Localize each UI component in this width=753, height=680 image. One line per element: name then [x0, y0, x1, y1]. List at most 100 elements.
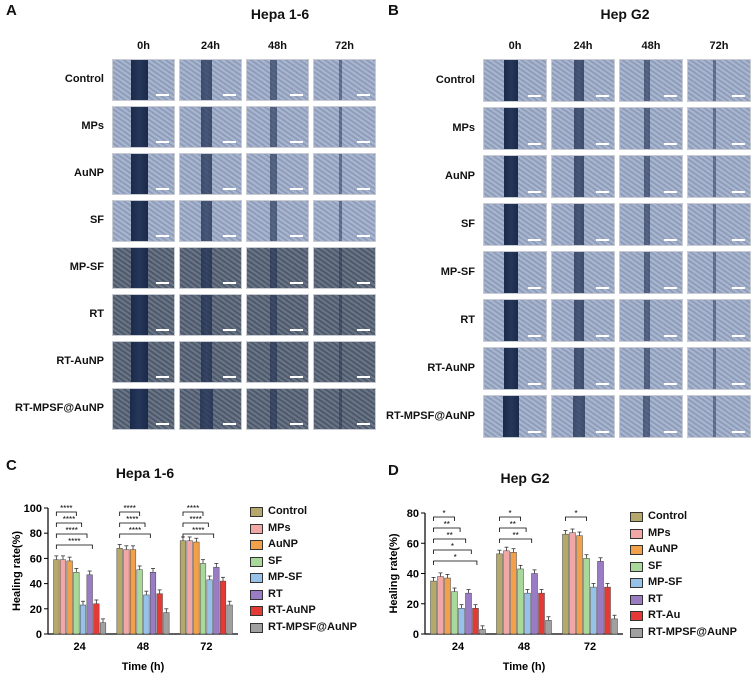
scratch-gap	[643, 300, 651, 341]
scale-bar	[528, 287, 541, 289]
scratch-micrograph	[313, 388, 376, 430]
scratch-micrograph	[112, 200, 175, 242]
scratch-gap	[713, 300, 717, 341]
scale-bar	[732, 431, 745, 433]
legend-swatch	[630, 578, 643, 588]
significance-bracket	[433, 560, 478, 565]
scale-bar	[156, 141, 169, 143]
scratch-gap	[269, 248, 278, 288]
scratch-micrograph	[483, 107, 547, 150]
scratch-gap	[643, 204, 651, 245]
bar	[611, 618, 618, 635]
scale-bar	[664, 191, 677, 193]
scratch-micrograph	[551, 395, 615, 438]
group-label: MPs	[452, 121, 475, 134]
x-tick-label: 24	[452, 641, 465, 653]
group-label: RT-AuNP	[427, 361, 475, 374]
scratch-gap	[573, 252, 585, 293]
scratch-gap	[338, 107, 342, 147]
legend-swatch	[630, 561, 643, 572]
group-label: RT-MPSF@AuNP	[15, 402, 104, 414]
scratch-gap	[131, 107, 148, 147]
bar	[524, 592, 531, 635]
scratch-gap	[643, 396, 651, 437]
x-tick-label: 24	[74, 641, 87, 653]
x-tick-label: 48	[518, 641, 530, 653]
scale-bar	[223, 235, 236, 237]
group-label: MP-SF	[69, 261, 104, 273]
legend-swatch	[630, 528, 643, 539]
scratch-gap	[269, 342, 278, 382]
scratch-micrograph	[112, 247, 175, 289]
scratch-micrograph	[112, 106, 175, 148]
scratch-gap	[643, 108, 651, 149]
scratch-micrograph	[687, 203, 751, 246]
scratch-gap	[338, 201, 342, 241]
bar	[531, 573, 538, 635]
scale-bar	[357, 141, 370, 143]
legend-label: MPs	[268, 521, 291, 534]
legend-label: RT	[648, 592, 663, 605]
y-axis-label: Healing rate(%)	[11, 531, 23, 611]
legend-swatch	[250, 606, 263, 616]
bar	[479, 629, 486, 635]
significance-label: ****	[123, 504, 135, 513]
bar	[79, 604, 87, 635]
bar	[219, 580, 227, 635]
group-label: RT-MPSF@AuNP	[386, 409, 475, 422]
bar	[472, 608, 479, 635]
legend-swatch	[250, 589, 263, 600]
scratch-micrograph	[619, 251, 683, 294]
scratch-micrograph	[551, 59, 615, 102]
scratch-gap	[200, 342, 213, 382]
scale-bar	[357, 282, 370, 284]
scratch-gap	[503, 300, 519, 341]
scale-bar	[290, 141, 303, 143]
scale-bar	[664, 431, 677, 433]
bar	[123, 549, 130, 635]
scratch-micrograph	[551, 107, 615, 150]
scratch-gap	[643, 60, 651, 101]
scratch-micrograph	[112, 341, 175, 383]
bar	[206, 579, 213, 635]
scratch-gap	[199, 389, 213, 429]
legend-swatch	[250, 540, 263, 550]
y-tick-label: 80	[30, 528, 42, 540]
group-label: MPs	[81, 120, 104, 132]
scale-bar	[156, 188, 169, 190]
scale-bar	[156, 94, 169, 96]
scratch-gap	[269, 107, 278, 147]
scratch-micrograph	[179, 59, 242, 101]
significance-bracket	[119, 522, 146, 527]
scratch-gap	[713, 108, 717, 149]
legend-label: Control	[648, 510, 688, 522]
scratch-gap	[713, 252, 717, 293]
bar	[538, 592, 545, 635]
scale-bar	[732, 287, 745, 289]
significance-label: ****	[187, 504, 199, 513]
bar	[73, 572, 80, 635]
bar	[199, 563, 207, 635]
legend-label: RT	[268, 587, 283, 600]
scratch-micrograph	[112, 294, 175, 336]
scratch-gap	[713, 60, 717, 101]
significance-label: *	[574, 509, 577, 518]
scale-bar	[357, 423, 370, 425]
scratch-gap	[338, 60, 342, 100]
scratch-gap	[200, 107, 213, 147]
scratch-micrograph	[246, 106, 309, 148]
significance-label: *	[454, 553, 457, 562]
y-tick-label: 0	[36, 629, 42, 641]
scale-bar	[357, 94, 370, 96]
legend-label: MPs	[648, 526, 671, 539]
significance-label: ****	[68, 537, 80, 546]
bar	[496, 553, 503, 635]
scratch-gap	[573, 396, 585, 437]
scratch-gap	[502, 396, 519, 437]
scratch-micrograph	[483, 155, 547, 198]
bar	[545, 620, 552, 635]
significance-bracket	[499, 527, 527, 532]
scratch-micrograph	[687, 251, 751, 294]
scale-bar	[596, 191, 609, 193]
scratch-micrograph	[687, 59, 751, 102]
